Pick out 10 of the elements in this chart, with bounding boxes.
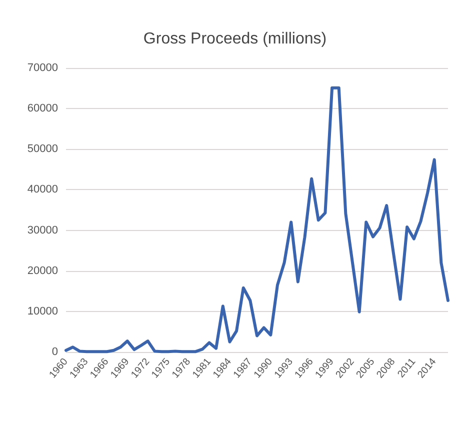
y-tick-label: 30000 — [27, 224, 58, 236]
y-tick-label: 0 — [52, 346, 58, 358]
y-tick-label: 70000 — [27, 62, 58, 74]
y-tick-label: 10000 — [27, 305, 58, 318]
y-tick-label: 60000 — [27, 102, 58, 115]
y-tick-label: 50000 — [27, 143, 58, 156]
y-tick-label: 20000 — [27, 264, 58, 277]
chart-title: Gross Proceeds (millions) — [143, 30, 327, 48]
line-series — [64, 86, 450, 354]
y-tick-label: 40000 — [27, 184, 58, 196]
